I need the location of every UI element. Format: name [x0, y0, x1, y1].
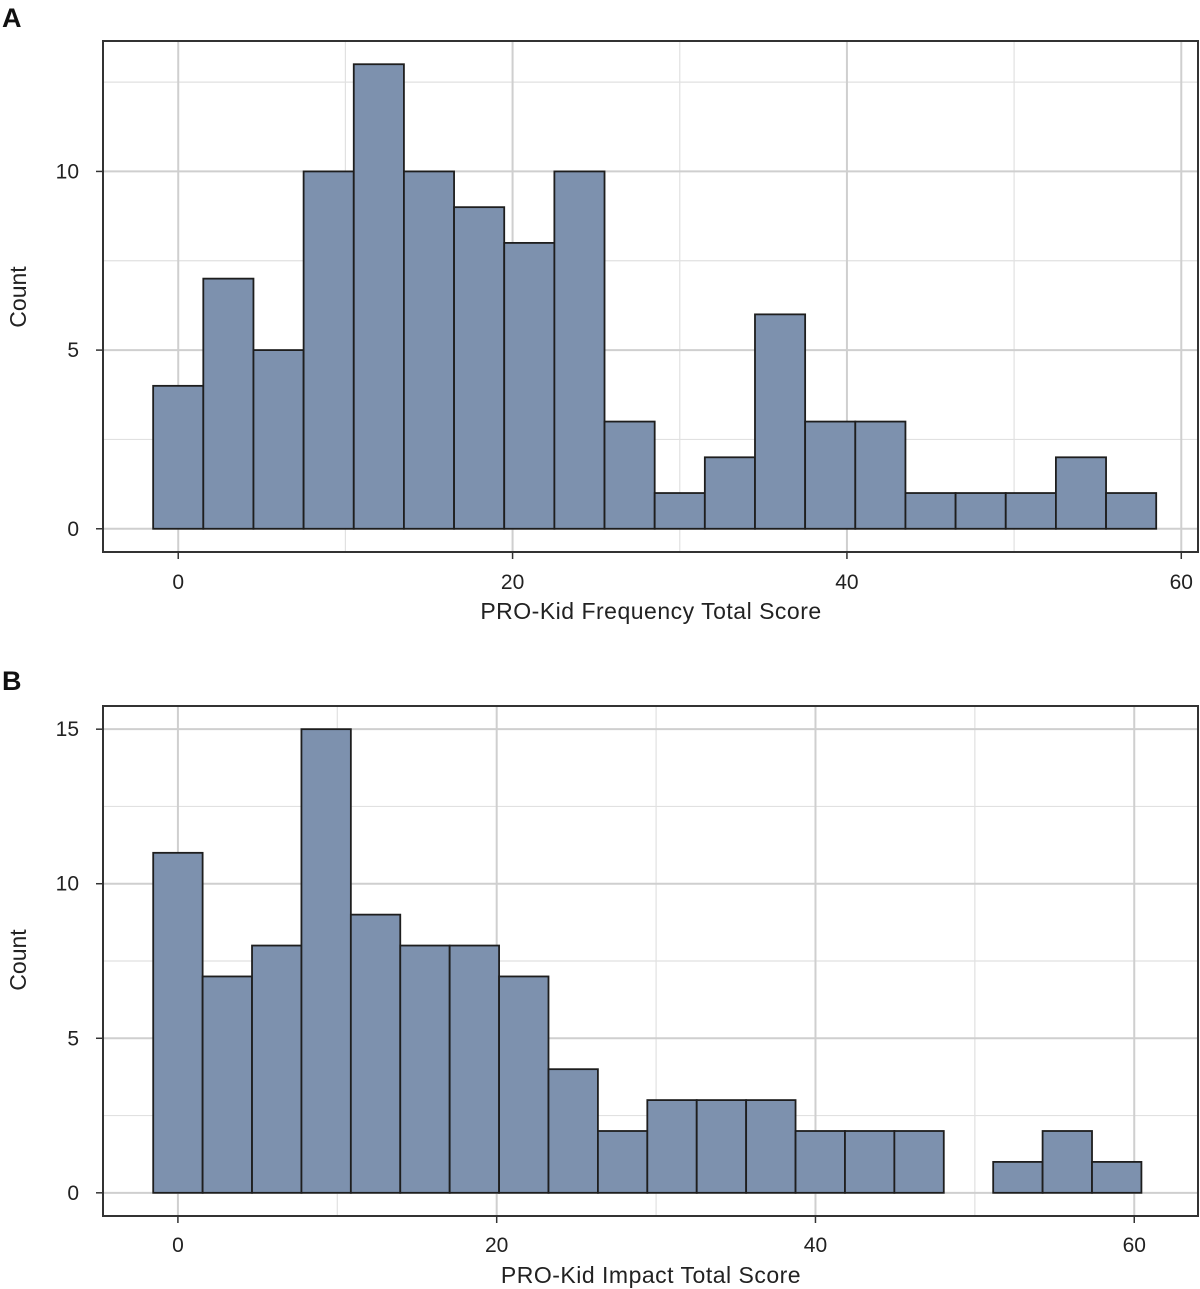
x-tick-label: 40 — [835, 571, 858, 594]
histogram-bar — [352, 63, 405, 530]
panel-b-label: B — [2, 666, 22, 696]
x-tick-label: 20 — [501, 571, 524, 594]
histogram-bar — [695, 1099, 748, 1194]
y-tick-label: 5 — [67, 339, 79, 362]
histogram-bar — [553, 170, 606, 530]
x-tick-label: 0 — [172, 571, 184, 594]
histogram-bar — [1041, 1130, 1093, 1194]
histogram-bar — [503, 241, 556, 530]
histogram-bar — [1105, 492, 1158, 530]
histogram-bar — [603, 420, 656, 530]
plot-frame — [102, 40, 1199, 553]
panel-a-label: A — [2, 3, 22, 33]
y-tick-label: 15 — [56, 718, 79, 741]
histogram-bar — [754, 313, 807, 530]
histogram-bar — [453, 206, 506, 530]
histogram-bar — [1055, 456, 1107, 530]
x-tick-label: 60 — [1170, 571, 1193, 594]
histogram-bar — [300, 728, 352, 1194]
histogram-bar — [844, 1130, 896, 1194]
histogram-bar — [448, 944, 500, 1194]
histogram-bar — [893, 1130, 945, 1194]
y-axis-title: Count — [5, 929, 31, 991]
histogram-bar — [804, 420, 857, 530]
histogram-bar — [498, 975, 550, 1194]
y-tick-label: 0 — [67, 1182, 79, 1205]
y-tick-label: 10 — [56, 873, 79, 896]
histogram-bar — [201, 975, 253, 1194]
x-axis-title: PRO-Kid Impact Total Score — [501, 1262, 801, 1288]
y-tick-label: 5 — [67, 1027, 79, 1050]
histogram-bar — [403, 170, 455, 530]
histogram-bar — [399, 944, 451, 1194]
histogram-bar — [854, 420, 907, 530]
x-tick-label: 40 — [804, 1234, 827, 1257]
histogram-bar — [653, 492, 706, 530]
histogram-impact: 0 20 40 60 0 5 10 15 — [56, 705, 1199, 1257]
histogram-frequency: 0 20 40 60 0 5 10 — [56, 40, 1199, 594]
histogram-bar — [302, 170, 355, 530]
histogram-bar — [252, 349, 305, 530]
y-tick-label: 10 — [56, 160, 79, 183]
histogram-bar — [152, 384, 205, 530]
histogram-bar — [992, 1161, 1044, 1194]
y-tick-label: 0 — [67, 518, 79, 541]
histogram-bar — [703, 456, 756, 530]
histogram-bar — [646, 1099, 698, 1194]
histogram-bar — [954, 492, 1007, 530]
histogram-bar — [794, 1130, 846, 1194]
x-tick-label: 20 — [485, 1234, 508, 1257]
histogram-bar — [1091, 1161, 1143, 1194]
histogram-bar — [547, 1068, 599, 1194]
histogram-bar — [904, 492, 957, 530]
y-axis-title: Count — [5, 266, 31, 328]
histogram-bar — [152, 851, 204, 1194]
x-tick-label: 0 — [172, 1234, 184, 1257]
x-axis-title: PRO-Kid Frequency Total Score — [480, 598, 821, 624]
histogram-bar — [745, 1099, 797, 1194]
histogram-bar — [202, 277, 255, 530]
x-tick-label: 60 — [1123, 1234, 1146, 1257]
histogram-bar — [251, 944, 303, 1194]
histogram-bar — [349, 913, 402, 1194]
histogram-bar — [1004, 492, 1057, 530]
plot-frame — [102, 705, 1199, 1217]
histogram-bar — [597, 1130, 649, 1194]
